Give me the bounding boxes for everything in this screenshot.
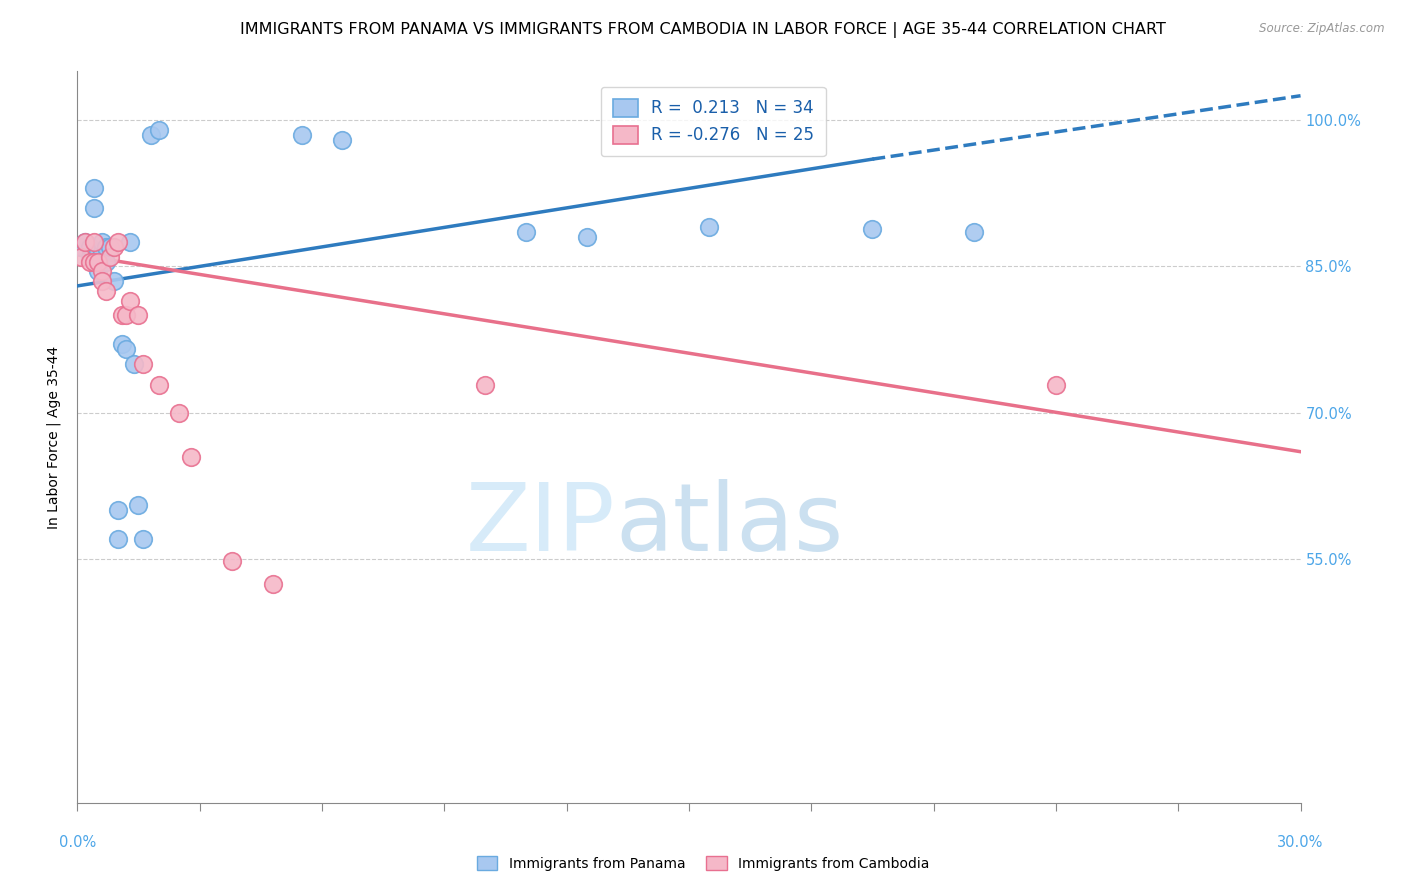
Point [291,128,314,142]
Point [148,378,170,392]
Point [87,264,110,278]
Point [128,308,150,322]
Point [963,225,986,239]
Point [332,133,354,147]
Point [94,240,117,254]
Text: ZIP: ZIP [465,479,616,571]
Legend: R =  0.213   N = 34, R = -0.276   N = 25: R = 0.213 N = 34, R = -0.276 N = 25 [602,87,825,156]
Point [131,357,153,371]
Point [107,235,129,249]
Point [90,244,112,259]
Point [83,181,105,195]
Point [87,244,110,259]
Point [87,254,110,268]
Point [79,240,101,254]
Point [98,240,121,254]
Point [90,235,112,249]
Point [83,201,105,215]
Text: atlas: atlas [616,479,844,571]
Point [111,308,134,322]
Point [1045,378,1067,392]
Point [79,250,101,264]
Point [124,357,146,371]
Text: IMMIGRANTS FROM PANAMA VS IMMIGRANTS FROM CAMBODIA IN LABOR FORCE | AGE 35-44 CO: IMMIGRANTS FROM PANAMA VS IMMIGRANTS FRO… [240,22,1166,38]
Point [148,123,170,137]
Point [128,499,150,513]
Legend: Immigrants from Panama, Immigrants from Cambodia: Immigrants from Panama, Immigrants from … [471,850,935,876]
Point [98,250,121,264]
Point [862,222,884,236]
Point [90,264,112,278]
Point [111,337,134,351]
Point [94,284,117,298]
Point [90,274,112,288]
Point [576,230,599,244]
Point [107,503,129,517]
Point [103,240,125,254]
Point [94,254,117,268]
Y-axis label: In Labor Force | Age 35-44: In Labor Force | Age 35-44 [46,345,62,529]
Point [70,250,93,264]
Point [180,450,202,464]
Point [70,240,93,254]
Point [474,378,496,392]
Point [131,533,153,547]
Point [221,554,243,568]
Point [169,406,191,420]
Point [75,235,97,249]
Point [115,343,138,357]
Text: 0.0%: 0.0% [59,836,96,850]
Text: 30.0%: 30.0% [1278,836,1323,850]
Point [139,128,162,142]
Point [103,274,125,288]
Point [120,293,142,308]
Point [699,220,721,235]
Point [75,235,97,249]
Point [107,533,129,547]
Point [83,235,105,249]
Point [262,577,284,591]
Point [83,254,105,268]
Point [87,254,110,268]
Point [79,254,101,268]
Point [515,225,537,239]
Point [115,308,138,322]
Text: Source: ZipAtlas.com: Source: ZipAtlas.com [1260,22,1385,36]
Point [120,235,142,249]
